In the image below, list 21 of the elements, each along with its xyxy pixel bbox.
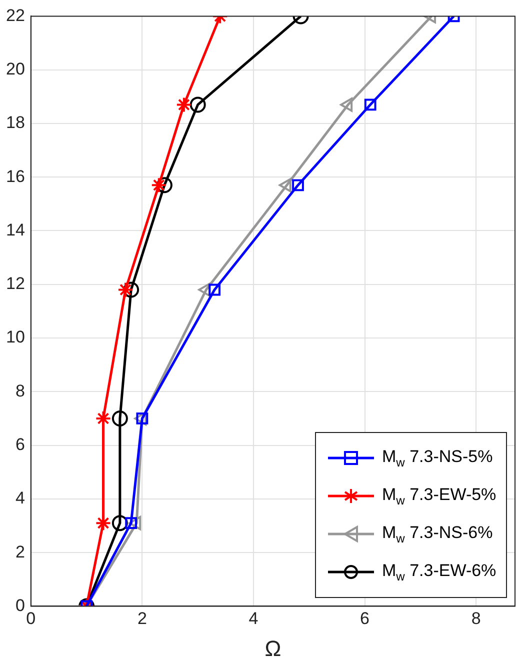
y-tick-label: 22	[6, 6, 25, 25]
y-tick-label: 8	[15, 381, 25, 400]
y-tick-label: 6	[15, 434, 25, 454]
legend-label: M$_{w}$ 7.3-EW-6%	[382, 560, 496, 584]
y-tick-label: 4	[15, 488, 25, 508]
x-axis-title: Ω	[264, 636, 282, 661]
x-tick-label: 6	[360, 609, 370, 628]
x-tick-label: 4	[248, 609, 258, 628]
y-tick-label: 2	[15, 542, 25, 562]
y-tick-label: 0	[15, 596, 25, 615]
legend-label: M$_{w}$ 7.3-EW-5%	[382, 484, 496, 508]
y-tick-label: 20	[6, 60, 25, 79]
y-tick-label: 18	[6, 113, 25, 132]
y-tick-label: 14	[6, 220, 25, 240]
x-tick-label: 2	[137, 609, 147, 628]
legend-label: M$_{w}$ 7.3-NS-6%	[382, 522, 493, 546]
y-tick-label: 16	[6, 166, 25, 186]
y-tick-label: 10	[6, 328, 25, 347]
x-tick-label: 8	[471, 609, 481, 628]
legend-label: M$_{w}$ 7.3-NS-5%	[382, 446, 493, 470]
y-tick-label: 12	[6, 274, 25, 294]
